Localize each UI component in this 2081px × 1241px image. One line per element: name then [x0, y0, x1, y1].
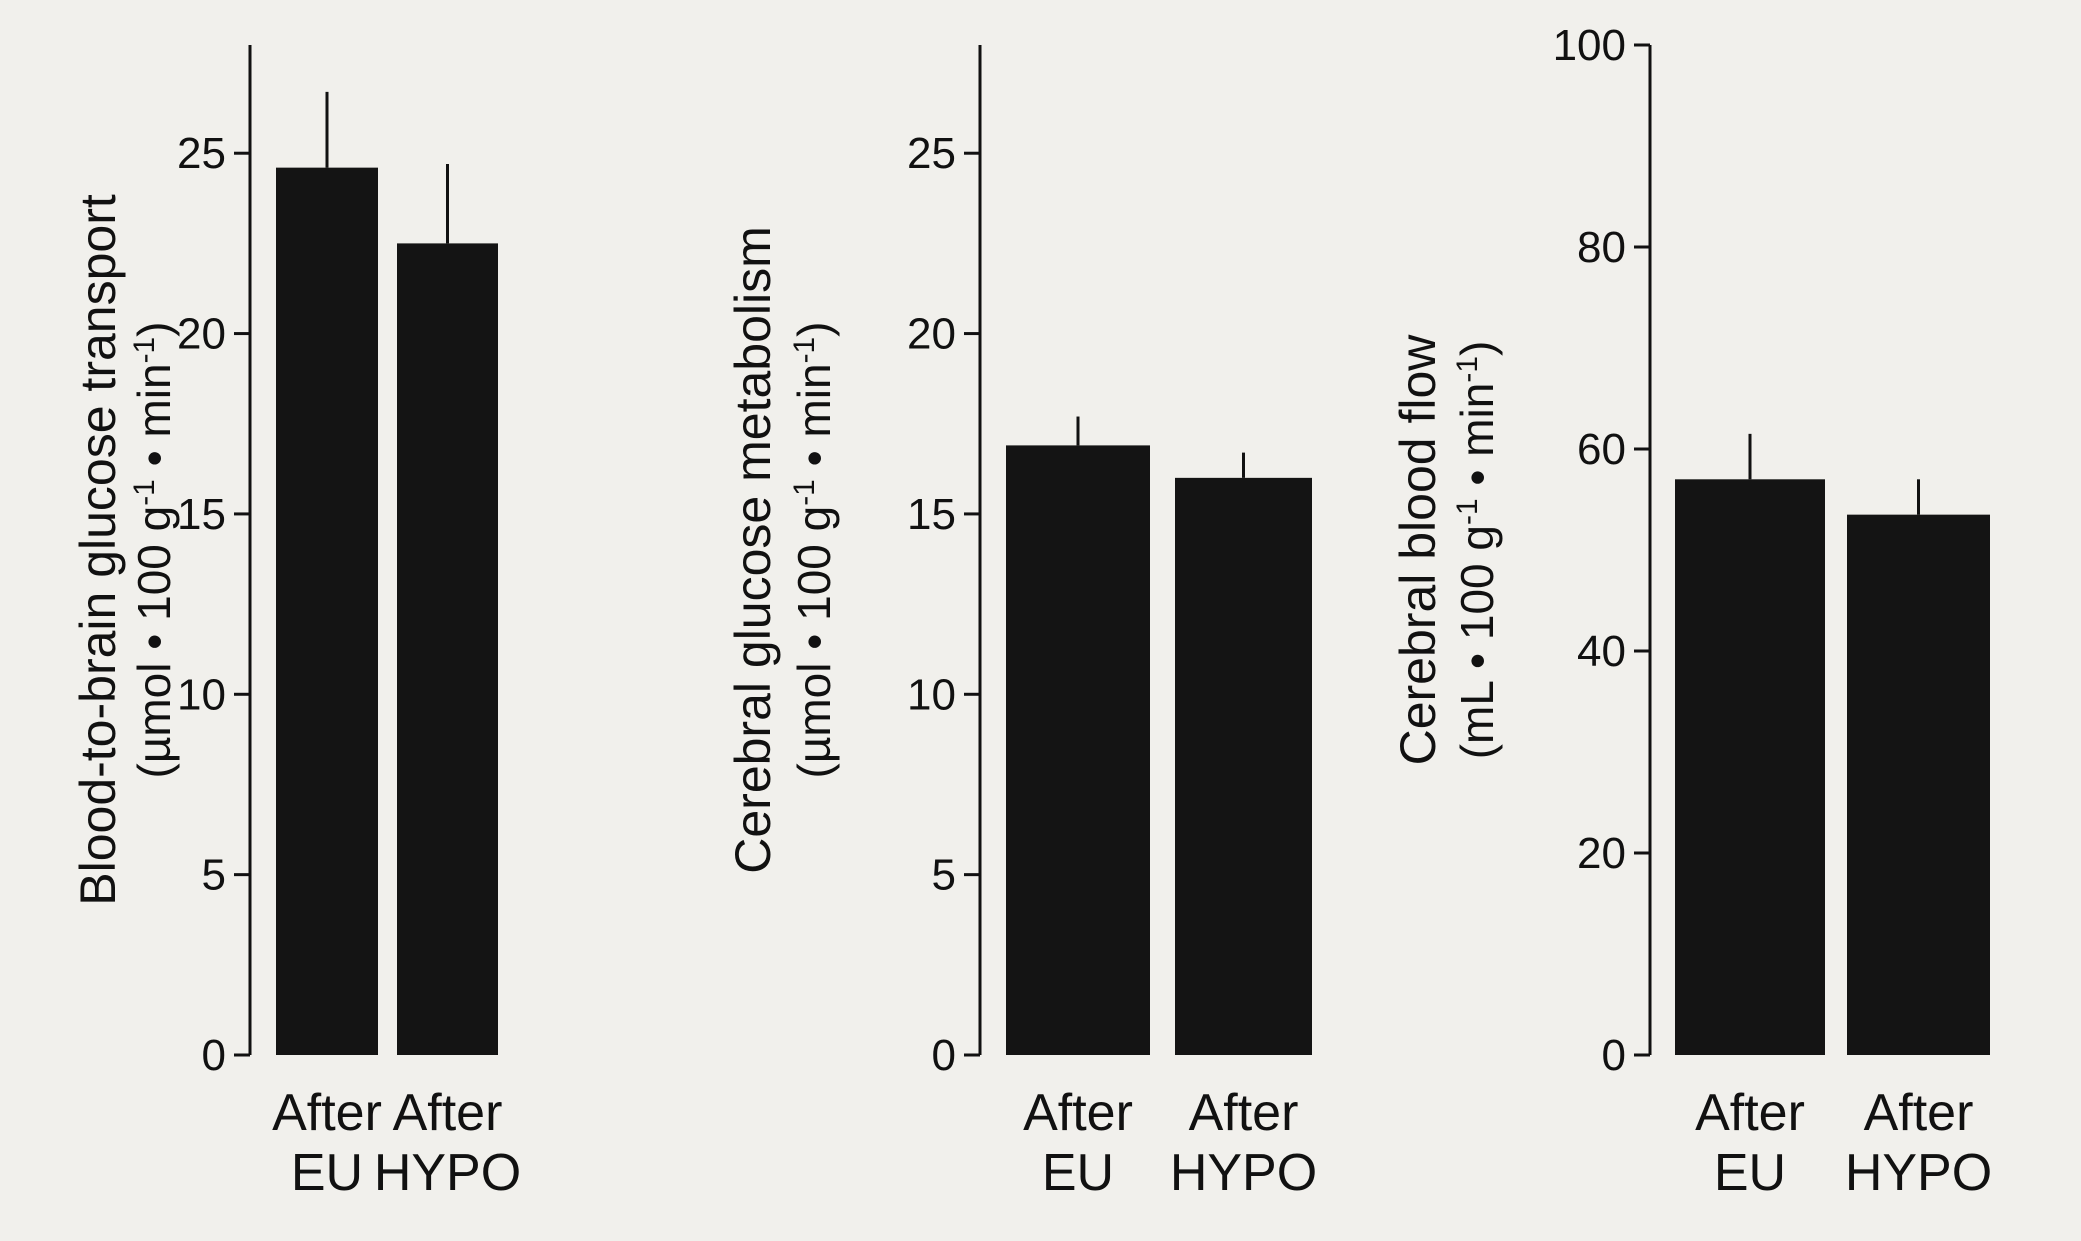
y-tick-label: 5 [932, 851, 956, 900]
y-tick-label: 0 [1602, 1031, 1626, 1080]
y-axis-label: Blood-to-brain glucose transport [70, 194, 126, 906]
y-tick-label: 20 [177, 310, 226, 359]
bar [1006, 445, 1150, 1056]
category-label-line1: After [1023, 1084, 1133, 1142]
category-label-line2: EU [1714, 1144, 1786, 1202]
y-axis-label-units: (mL • 100 g-1 • min-1) [1451, 341, 1504, 760]
y-axis-label: Cerebral glucose metabolism [725, 226, 781, 874]
y-tick-label: 100 [1553, 21, 1626, 70]
y-tick-label: 0 [932, 1031, 956, 1080]
y-tick-label: 15 [177, 490, 226, 539]
y-tick-label: 10 [907, 670, 956, 719]
category-label-line2: EU [291, 1144, 363, 1202]
panel-1: 0510152025AfterEUAfterHYPOBlood-to-brain… [70, 45, 521, 1202]
bar [276, 167, 378, 1056]
y-tick-label: 20 [1577, 829, 1626, 878]
bar [1675, 479, 1825, 1055]
bar [397, 243, 498, 1056]
y-tick-label: 80 [1577, 223, 1626, 272]
category-label-line2: HYPO [374, 1144, 521, 1202]
category-label-line1: After [272, 1084, 382, 1142]
y-tick-label: 20 [907, 310, 956, 359]
category-label-line2: HYPO [1170, 1144, 1317, 1202]
y-axis-label: Cerebral blood flow [1390, 334, 1446, 766]
y-tick-label: 60 [1577, 425, 1626, 474]
category-label-line1: After [1189, 1084, 1299, 1142]
category-label-line1: After [393, 1084, 503, 1142]
y-tick-label: 25 [177, 129, 226, 178]
y-tick-label: 0 [202, 1031, 226, 1080]
y-axis-label-units: (µmol • 100 g-1 • min-1) [788, 321, 841, 778]
bar [1175, 477, 1312, 1055]
y-axis-label-units: (µmol • 100 g-1 • min-1) [128, 321, 181, 778]
y-tick-label: 15 [907, 490, 956, 539]
category-label-line1: After [1864, 1084, 1974, 1142]
bar [1847, 514, 1990, 1055]
y-tick-label: 5 [202, 851, 226, 900]
y-tick-label: 25 [907, 129, 956, 178]
y-tick-label: 40 [1577, 627, 1626, 676]
category-label-line1: After [1695, 1084, 1805, 1142]
y-tick-label: 10 [177, 670, 226, 719]
category-label-line2: EU [1042, 1144, 1114, 1202]
category-label-line2: HYPO [1845, 1144, 1992, 1202]
